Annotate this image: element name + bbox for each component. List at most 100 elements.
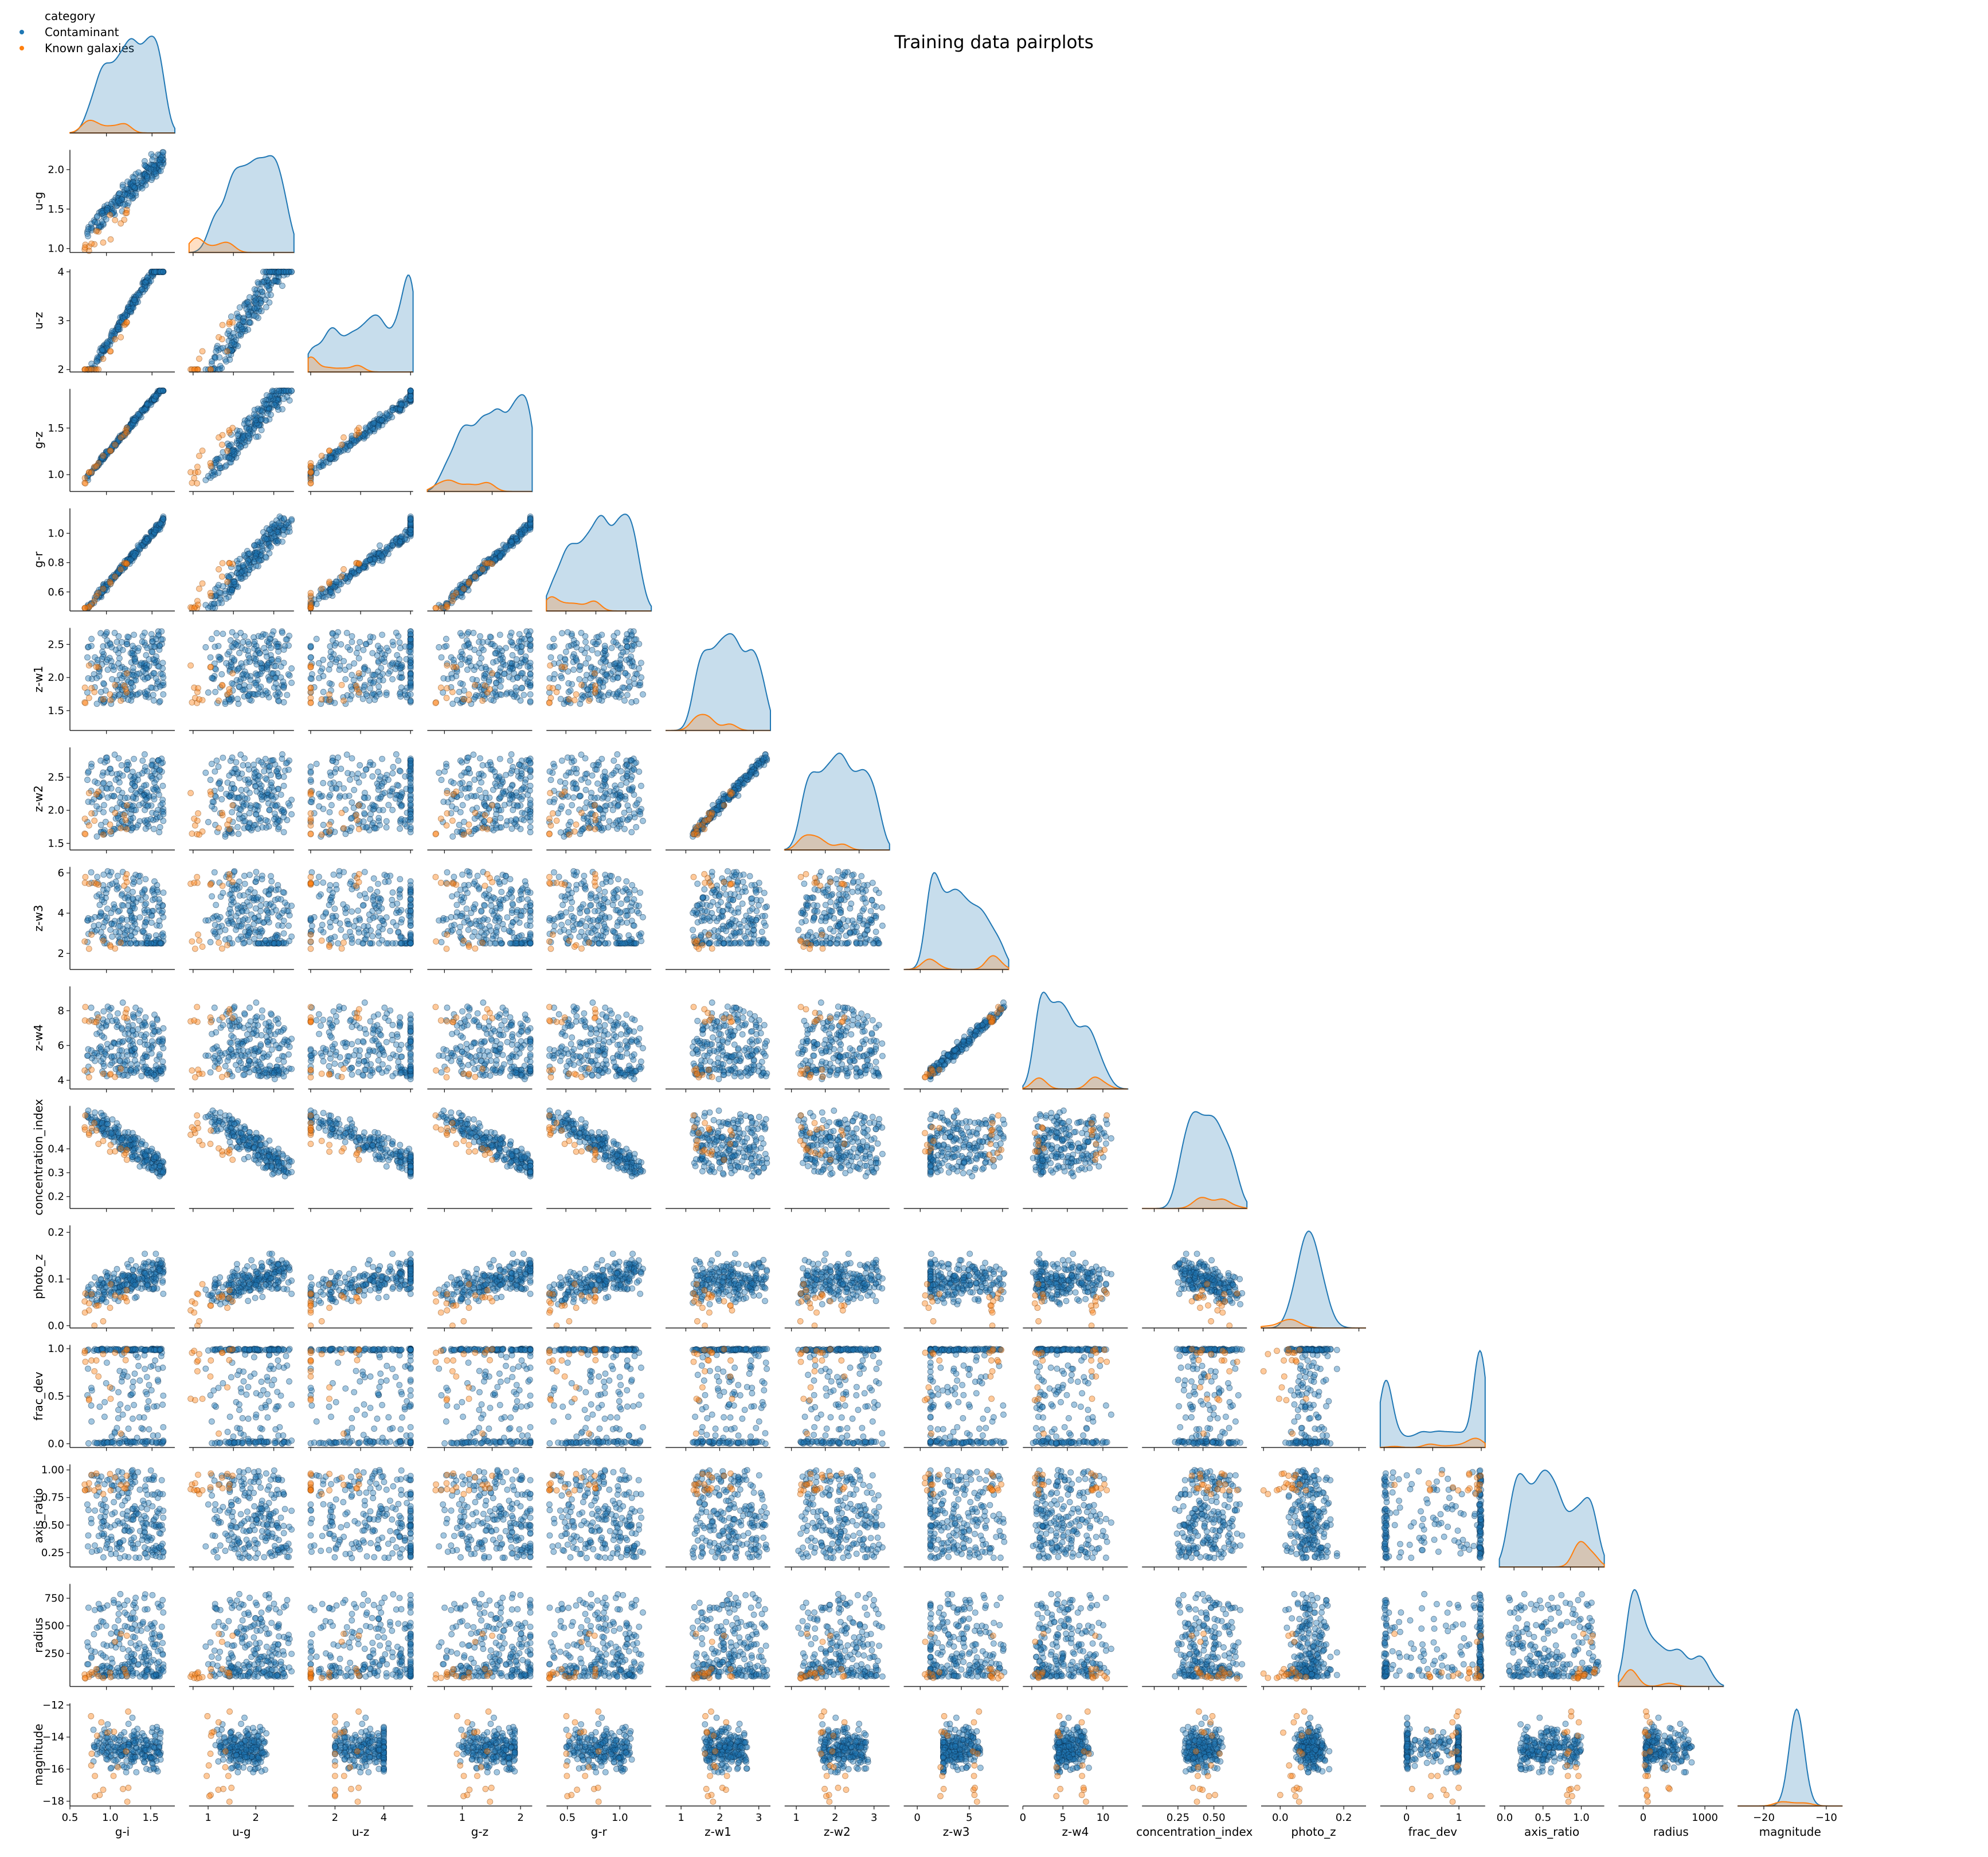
point-contaminant — [438, 654, 445, 661]
point-contaminant — [234, 315, 241, 322]
point-contaminant — [559, 630, 565, 637]
point-contaminant — [144, 645, 151, 652]
y-tick-label: 0.8 — [48, 557, 64, 569]
point-contaminant — [147, 684, 154, 691]
point-contaminant — [558, 675, 565, 681]
point-known-galaxies — [307, 601, 314, 608]
point-contaminant — [508, 825, 515, 832]
point-contaminant — [246, 810, 253, 817]
point-contaminant — [389, 406, 396, 413]
point-contaminant — [443, 636, 449, 642]
point-contaminant — [146, 656, 152, 663]
point-contaminant — [336, 794, 343, 801]
point-known-galaxies — [121, 682, 128, 689]
point-contaminant — [517, 826, 524, 832]
point-contaminant — [280, 782, 287, 789]
point-contaminant — [527, 642, 534, 649]
point-contaminant — [393, 629, 400, 636]
point-contaminant — [638, 660, 644, 666]
point-contaminant — [476, 660, 483, 667]
point-contaminant — [279, 751, 285, 758]
y-tick-label: 0.6 — [48, 586, 64, 598]
point-contaminant — [251, 770, 258, 777]
point-contaminant — [233, 766, 239, 772]
point-contaminant — [370, 420, 377, 426]
point-contaminant — [390, 763, 397, 770]
point-known-galaxies — [224, 578, 231, 585]
point-contaminant — [288, 665, 295, 672]
point-contaminant — [267, 636, 273, 642]
point-known-galaxies — [484, 826, 491, 832]
point-contaminant — [350, 805, 357, 811]
point-contaminant — [514, 675, 521, 681]
point-contaminant — [603, 672, 610, 679]
point-contaminant — [160, 387, 167, 394]
point-known-galaxies — [93, 228, 100, 234]
point-contaminant — [222, 833, 229, 840]
point-contaminant — [451, 656, 457, 663]
point-contaminant — [385, 670, 392, 677]
point-contaminant — [255, 685, 262, 692]
point-contaminant — [251, 312, 257, 319]
point-contaminant — [458, 772, 465, 779]
point-known-galaxies — [489, 670, 495, 677]
point-contaminant — [280, 807, 287, 813]
point-contaminant — [139, 286, 146, 293]
point-contaminant — [271, 533, 277, 540]
point-contaminant — [212, 768, 218, 775]
point-contaminant — [496, 632, 503, 638]
y-axis-label-z-w2: z-w2 — [32, 785, 45, 812]
point-contaminant — [283, 636, 289, 643]
point-contaminant — [330, 754, 336, 761]
point-contaminant — [633, 824, 640, 830]
point-known-galaxies — [121, 812, 128, 818]
point-known-galaxies — [118, 566, 124, 573]
point-contaminant — [307, 675, 314, 681]
point-contaminant — [231, 785, 238, 792]
point-contaminant — [122, 795, 128, 801]
point-known-galaxies — [208, 664, 214, 670]
point-known-galaxies — [444, 662, 451, 669]
point-contaminant — [514, 803, 521, 810]
point-contaminant — [158, 636, 165, 643]
point-contaminant — [341, 785, 347, 792]
point-contaminant — [370, 690, 377, 697]
point-known-galaxies — [307, 791, 314, 798]
point-contaminant — [367, 633, 374, 640]
point-contaminant — [578, 777, 585, 783]
point-contaminant — [546, 768, 553, 775]
point-contaminant — [527, 691, 534, 698]
point-contaminant — [245, 776, 252, 783]
point-contaminant — [268, 657, 275, 663]
point-known-galaxies — [208, 791, 214, 798]
point-contaminant — [378, 783, 385, 789]
point-known-galaxies — [191, 816, 198, 822]
point-known-galaxies — [318, 585, 325, 592]
point-contaminant — [156, 161, 163, 168]
point-contaminant — [208, 636, 215, 642]
point-known-galaxies — [123, 689, 130, 696]
y-tick-label: 4 — [58, 266, 64, 278]
point-contaminant — [307, 777, 314, 783]
point-known-galaxies — [208, 366, 214, 373]
point-known-galaxies — [208, 593, 214, 600]
point-known-galaxies — [586, 825, 592, 832]
point-contaminant — [283, 760, 289, 767]
point-contaminant — [269, 757, 276, 764]
point-contaminant — [234, 824, 241, 830]
point-contaminant — [521, 636, 528, 642]
point-known-galaxies — [353, 812, 359, 818]
point-contaminant — [631, 636, 638, 643]
point-contaminant — [144, 803, 151, 810]
point-known-galaxies — [194, 480, 201, 487]
point-contaminant — [478, 655, 484, 661]
point-contaminant — [547, 777, 554, 783]
point-contaminant — [237, 629, 244, 636]
point-contaminant — [407, 691, 414, 698]
point-contaminant — [512, 533, 519, 540]
point-contaminant — [407, 649, 414, 656]
point-contaminant — [527, 824, 534, 830]
point-contaminant — [118, 196, 125, 203]
point-contaminant — [638, 782, 644, 789]
point-known-galaxies — [93, 463, 100, 469]
